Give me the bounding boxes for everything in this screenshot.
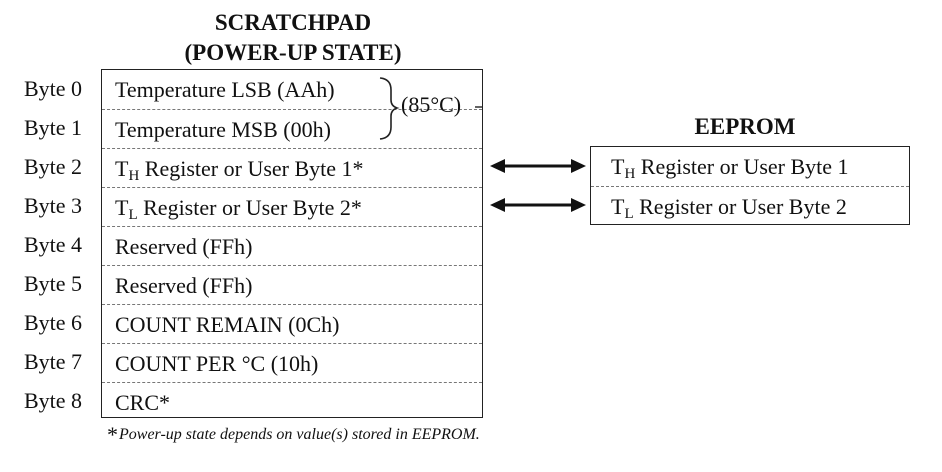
scratchpad-row-1: Temperature MSB (00h): [102, 109, 482, 148]
scratchpad-cell-3-subscript: L: [128, 207, 138, 223]
scratchpad-cell-5: Reserved (FFh): [115, 273, 253, 298]
eeprom-cell-0-prefix: T: [611, 154, 625, 179]
footnote: *Power-up state depends on value(s) stor…: [107, 424, 480, 446]
scratchpad-row-5: Reserved (FFh): [102, 265, 482, 304]
byte-label-8: Byte 8: [24, 388, 83, 413]
byte-label-1: Byte 1: [24, 115, 83, 140]
byte-label-0: Byte 0: [24, 76, 83, 101]
byte-label-5: Byte 5: [24, 271, 83, 296]
footnote-text: Power-up state depends on value(s) store…: [119, 426, 480, 443]
scratchpad-row-3: TL Register or User Byte 2*: [102, 187, 482, 226]
scratchpad-cell-8: CRC*: [115, 390, 171, 415]
eeprom-row-th: TH Register or User Byte 1: [591, 147, 909, 186]
scratchpad-row-6: COUNT REMAIN (0Ch): [102, 304, 482, 343]
power-up-temperature-note: (85°C): [401, 92, 462, 117]
scratchpad-cell-7: COUNT PER °C (10h): [115, 351, 319, 376]
byte-label-4: Byte 4: [24, 232, 83, 257]
temperature-brace: [379, 77, 400, 140]
tl-transfer-arrow: [490, 198, 586, 212]
scratchpad-title: SCRATCHPAD: [214, 10, 372, 35]
byte-label-3: Byte 3: [24, 193, 83, 218]
scratchpad-cell-2-subscript: H: [128, 168, 140, 184]
scratchpad-row-7: COUNT PER °C (10h): [102, 343, 482, 382]
eeprom-cell-0-text: Register or User Byte 1: [635, 154, 849, 179]
eeprom-title: EEPROM: [694, 114, 796, 139]
byte-label-7: Byte 7: [24, 349, 83, 374]
eeprom-cell-1-prefix: T: [611, 194, 625, 219]
scratchpad-cell-3-prefix: T: [115, 195, 129, 220]
scratchpad-row-2: TH Register or User Byte 1*: [102, 148, 482, 187]
byte-label-2: Byte 2: [24, 154, 83, 179]
th-transfer-arrow: [490, 159, 586, 173]
scratchpad-row-4: Reserved (FFh): [102, 226, 482, 265]
scratchpad-cell-4: Reserved (FFh): [115, 234, 253, 259]
eeprom-table: TH Register or User Byte 1 TL Register o…: [590, 146, 910, 225]
footnote-asterisk: *: [107, 422, 118, 447]
eeprom-cell-0-subscript: H: [624, 166, 636, 182]
scratchpad-cell-3-text: Register or User Byte 2*: [137, 195, 362, 220]
scratchpad-subtitle: (POWER-UP STATE): [184, 40, 402, 65]
scratchpad-row-0: Temperature LSB (AAh): [102, 70, 482, 109]
scratchpad-cell-1: Temperature MSB (00h): [115, 117, 331, 142]
scratchpad-table: Temperature LSB (AAh) Temperature MSB (0…: [101, 69, 483, 418]
eeprom-cell-1-text: Register or User Byte 2: [633, 194, 847, 219]
scratchpad-cell-2-text: Register or User Byte 1*: [139, 156, 364, 181]
scratchpad-cell-0: Temperature LSB (AAh): [115, 77, 335, 102]
scratchpad-cell-6: COUNT REMAIN (0Ch): [115, 312, 340, 337]
eeprom-cell-1-subscript: L: [624, 206, 634, 222]
byte-label-6: Byte 6: [24, 310, 83, 335]
scratchpad-row-8: CRC*: [102, 382, 482, 421]
eeprom-row-tl: TL Register or User Byte 2: [591, 186, 909, 225]
scratchpad-cell-2-prefix: T: [115, 156, 129, 181]
